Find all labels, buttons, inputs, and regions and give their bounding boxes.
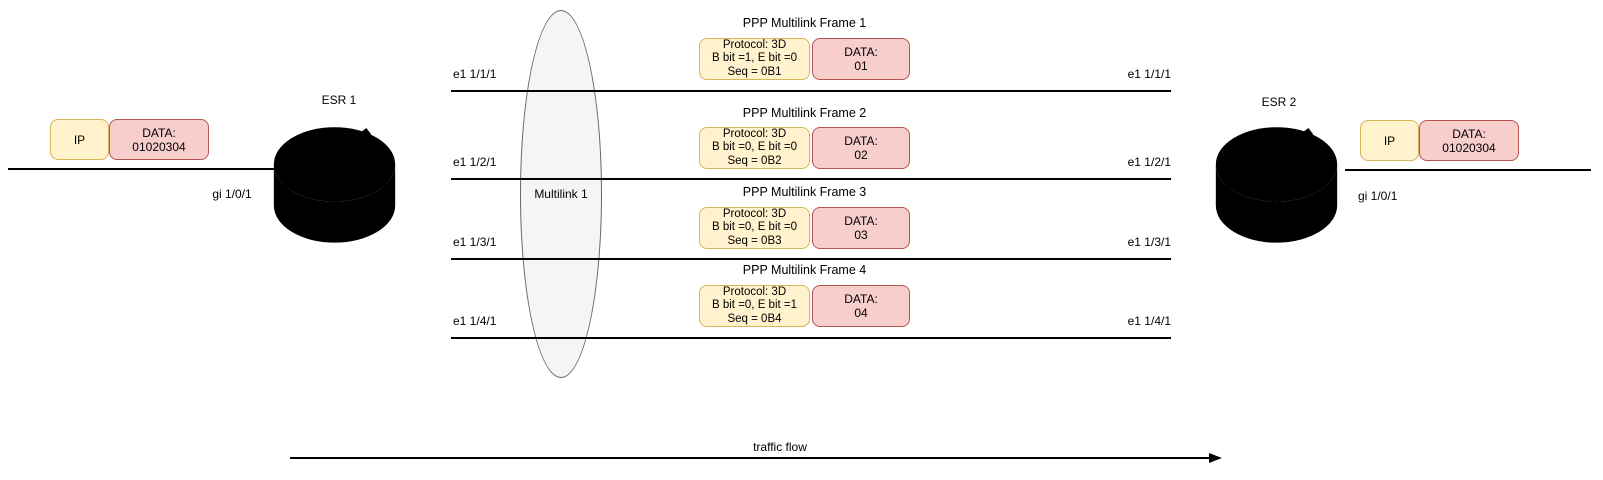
frame-4-protocol: Protocol: 3D <box>722 285 787 298</box>
frame-3-data-value: 03 <box>854 228 868 242</box>
frame-2-protocol: Protocol: 3D <box>722 127 787 140</box>
router-label-esr1: ESR 1 <box>321 93 357 107</box>
multilink-bundle-ellipse <box>520 10 602 378</box>
frame-3-protocol-box: Protocol: 3D B bit =0, E bit =0 Seq = 0B… <box>699 207 810 249</box>
frame-1-seq: Seq = 0B1 <box>727 65 782 78</box>
frame-3-data-label: DATA: <box>844 214 878 228</box>
link-label-left-2: e1 1/2/1 <box>453 155 497 169</box>
traffic-flow-label: traffic flow <box>753 440 807 454</box>
traffic-flow-arrowhead-icon <box>1209 453 1222 463</box>
link-label-right-1: e1 1/1/1 <box>1127 67 1171 81</box>
frame-4-seq: Seq = 0B4 <box>727 312 782 325</box>
ip-header-label-left: IP <box>73 132 86 147</box>
link-label-right-2: e1 1/2/1 <box>1127 155 1171 169</box>
frame-1-protocol: Protocol: 3D <box>722 38 787 51</box>
frame-2-data-value: 02 <box>854 148 868 162</box>
data-box-left-label: DATA: <box>142 125 176 140</box>
frame-4-protocol-box: Protocol: 3D B bit =0, E bit =1 Seq = 0B… <box>699 285 810 327</box>
data-box-right-label: DATA: <box>1452 126 1486 141</box>
frame-1-data-value: 01 <box>854 59 868 73</box>
link-label-right-4: e1 1/4/1 <box>1127 314 1171 328</box>
frame-2-seq: Seq = 0B2 <box>727 154 782 167</box>
ip-header-label-right: IP <box>1383 133 1396 148</box>
frame-4-bits: B bit =0, E bit =1 <box>711 299 798 312</box>
frame-1-data-box: DATA: 01 <box>812 38 910 80</box>
frame-2-data-box: DATA: 02 <box>812 127 910 169</box>
frame-2-data-label: DATA: <box>844 134 878 148</box>
data-box-right-value: 01020304 <box>1442 140 1496 155</box>
link-label-left-4: e1 1/4/1 <box>453 314 497 328</box>
router-esr1-icon <box>273 123 396 243</box>
frame-2-protocol-box: Protocol: 3D B bit =0, E bit =0 Seq = 0B… <box>699 127 810 169</box>
right-access-line <box>1345 169 1591 171</box>
link-label-left-3: e1 1/3/1 <box>453 235 497 249</box>
frame-1-title: PPP Multilink Frame 1 <box>742 16 867 30</box>
frame-1-bits: B bit =1, E bit =0 <box>711 52 798 65</box>
link-label-left-1: e1 1/1/1 <box>453 67 497 81</box>
frame-1-protocol-box: Protocol: 3D B bit =1, E bit =0 Seq = 0B… <box>699 38 810 80</box>
link-line-3 <box>451 258 1171 260</box>
frame-2-bits: B bit =0, E bit =0 <box>711 141 798 154</box>
frame-4-data-label: DATA: <box>844 292 878 306</box>
multilink-label: Multilink 1 <box>534 187 588 201</box>
traffic-flow-arrow <box>290 457 1209 459</box>
router-label-esr2: ESR 2 <box>1261 95 1297 109</box>
router-esr2-icon <box>1215 123 1338 243</box>
link-line-1 <box>451 90 1171 92</box>
ip-header-box-left: IP <box>50 119 109 160</box>
ip-header-box-right: IP <box>1360 120 1419 161</box>
link-label-right-3: e1 1/3/1 <box>1127 235 1171 249</box>
data-box-right: DATA: 01020304 <box>1419 120 1519 161</box>
frame-3-bits: B bit =0, E bit =0 <box>711 221 798 234</box>
frame-4-title: PPP Multilink Frame 4 <box>742 263 867 277</box>
frame-1-data-label: DATA: <box>844 45 878 59</box>
interface-label-right: gi 1/0/1 <box>1358 189 1398 203</box>
frame-4-data-value: 04 <box>854 306 868 320</box>
link-line-4 <box>451 337 1171 339</box>
frame-3-data-box: DATA: 03 <box>812 207 910 249</box>
data-box-left-value: 01020304 <box>132 139 186 154</box>
frame-3-seq: Seq = 0B3 <box>727 234 782 247</box>
frame-2-title: PPP Multilink Frame 2 <box>742 106 867 120</box>
interface-label-left: gi 1/0/1 <box>212 187 252 201</box>
data-box-left: DATA: 01020304 <box>109 119 209 160</box>
left-access-line <box>8 168 293 170</box>
frame-3-title: PPP Multilink Frame 3 <box>742 185 867 199</box>
link-line-2 <box>451 178 1171 180</box>
frame-4-data-box: DATA: 04 <box>812 285 910 327</box>
frame-3-protocol: Protocol: 3D <box>722 207 787 220</box>
